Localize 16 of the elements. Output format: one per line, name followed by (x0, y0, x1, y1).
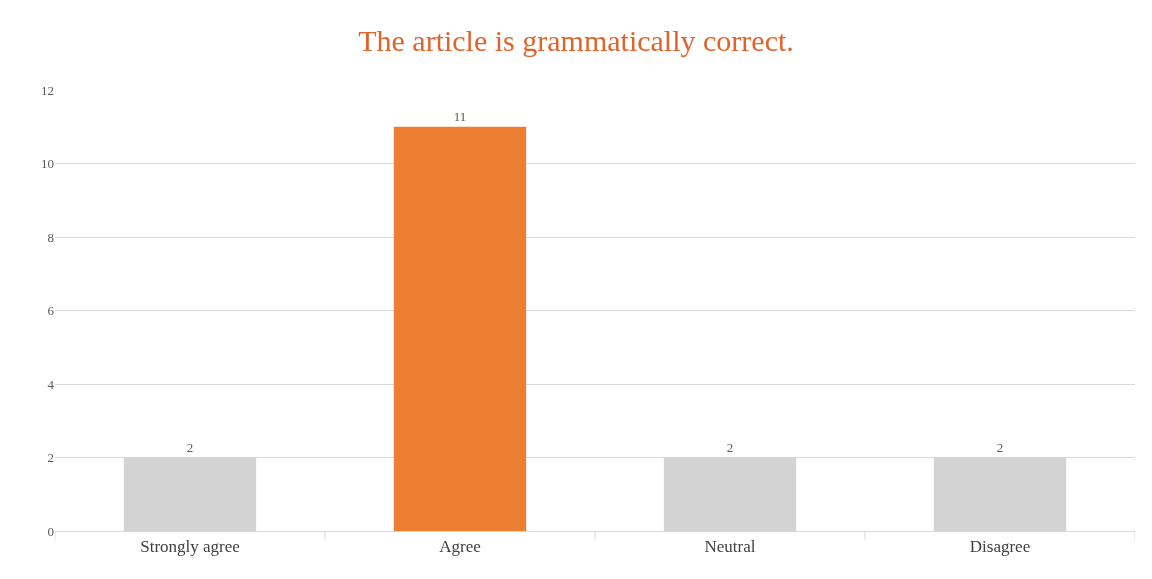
y-tick-label: 4 (47, 376, 55, 392)
y-tick-label: 6 (47, 303, 55, 319)
data-label: 11 (453, 108, 467, 124)
data-label: 2 (996, 439, 1004, 455)
x-tick-label: Neutral (704, 537, 756, 557)
x-tick-label: Disagree (969, 537, 1031, 557)
data-label: 2 (726, 439, 734, 455)
data-label: 2 (186, 439, 194, 455)
y-tick-label: 12 (41, 82, 54, 98)
x-tick-label: Agree (439, 537, 481, 557)
y-tick-label: 0 (47, 523, 54, 539)
x-tick-label: Strongly agree (140, 537, 240, 557)
y-tick-label: 10 (41, 156, 54, 172)
y-tick-label: 8 (47, 229, 54, 245)
chart-title: The article is grammatically correct. (358, 24, 794, 58)
y-tick-label: 2 (47, 450, 54, 466)
